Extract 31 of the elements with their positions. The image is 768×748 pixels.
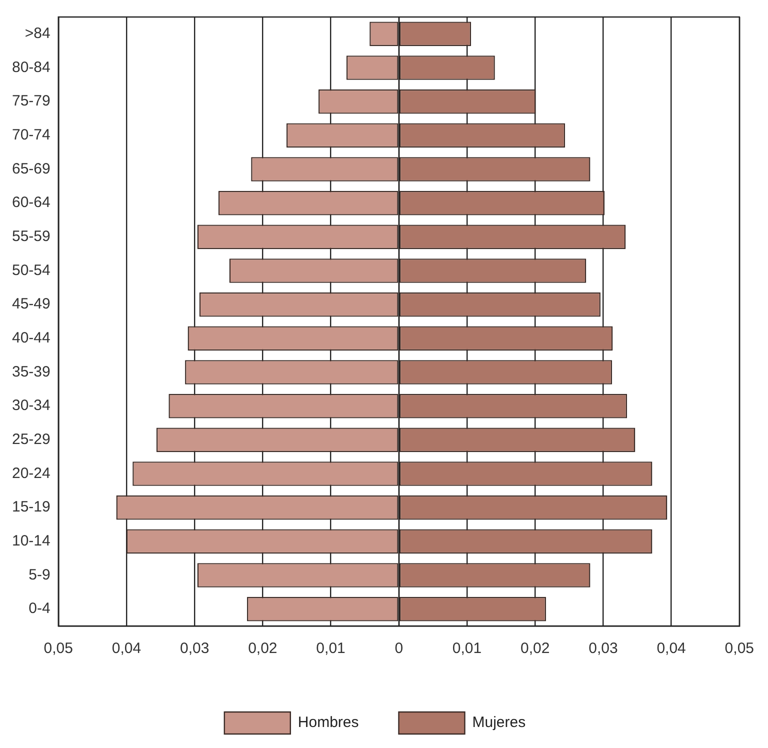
y-tick-label: 70-74 bbox=[12, 126, 50, 144]
x-tick-label: 0,05 bbox=[724, 640, 754, 658]
y-tick-label: 20-24 bbox=[12, 464, 50, 482]
y-tick-label: 60-64 bbox=[12, 194, 50, 212]
x-tick-label: 0,02 bbox=[520, 640, 550, 658]
legend-label: Hombres bbox=[298, 714, 359, 732]
x-tick-label: 0,04 bbox=[112, 640, 142, 658]
y-tick-label: 0-4 bbox=[28, 600, 50, 618]
y-tick-label: 40-44 bbox=[12, 330, 50, 347]
x-tick-label: 0,02 bbox=[248, 640, 278, 658]
x-tick-label: 0,03 bbox=[588, 640, 618, 658]
y-tick-label: 25-29 bbox=[12, 431, 50, 448]
y-tick-label: 10-14 bbox=[12, 532, 50, 550]
x-tick-label: 0,04 bbox=[656, 640, 686, 658]
y-tick-label: 80-84 bbox=[12, 58, 50, 76]
y-tick-label: 65-69 bbox=[12, 160, 50, 178]
x-tick-label: 0,03 bbox=[180, 640, 210, 658]
y-tick-label: 5-9 bbox=[28, 566, 50, 584]
x-tick-label: 0,01 bbox=[452, 640, 482, 658]
x-tick-label: 0 bbox=[394, 640, 404, 658]
y-tick-label: >84 bbox=[24, 25, 50, 42]
y-tick-label: 35-39 bbox=[12, 363, 50, 380]
x-tick-label: 0,01 bbox=[316, 640, 346, 658]
y-tick-label: 75-79 bbox=[12, 92, 50, 110]
legend-label: Mujeres bbox=[472, 714, 526, 732]
y-tick-label: 15-19 bbox=[12, 498, 50, 516]
y-tick-label: 30-34 bbox=[12, 397, 50, 414]
y-tick-label: 45-49 bbox=[12, 296, 50, 313]
y-tick-label: 55-59 bbox=[12, 228, 50, 246]
x-tick-label: 0,05 bbox=[44, 640, 73, 658]
y-tick-label: 50-54 bbox=[12, 262, 50, 279]
